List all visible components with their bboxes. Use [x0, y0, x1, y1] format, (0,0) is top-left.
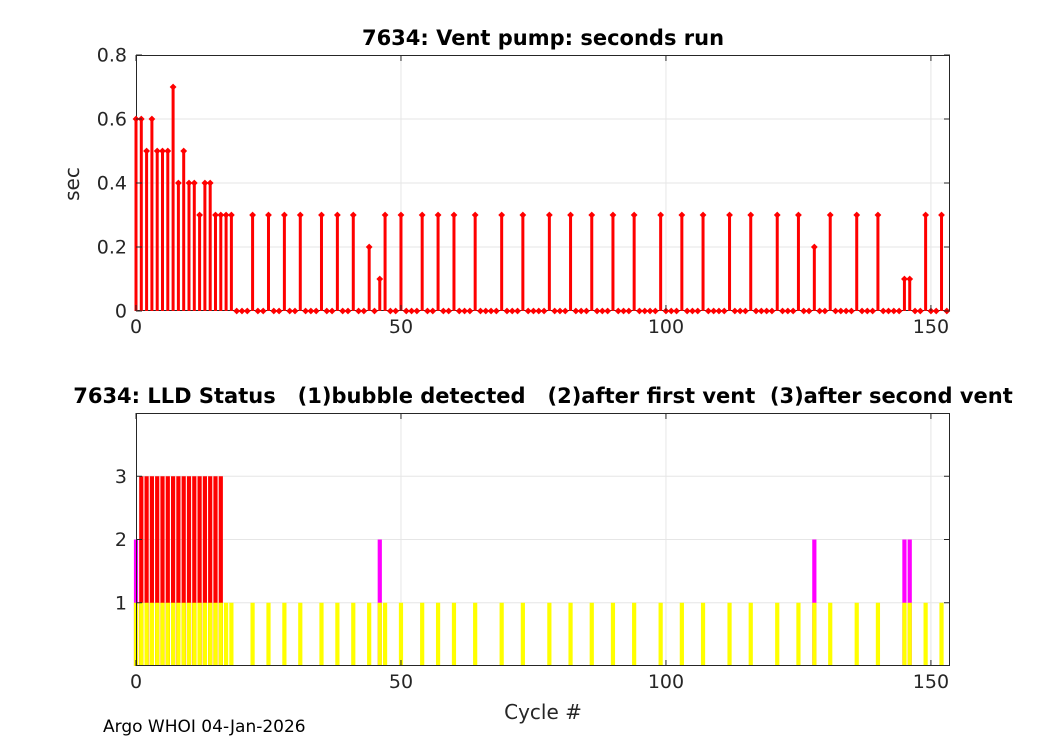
x-tick-label: 0	[130, 671, 142, 693]
x-tick-label: 100	[648, 316, 684, 338]
footer-watermark: Argo WHOI 04-Jan-2026	[103, 717, 306, 737]
y-tick-label: 0.2	[97, 237, 127, 259]
x-tick-label: 150	[913, 671, 949, 693]
cycle-axis-label: Cycle #	[504, 700, 582, 724]
bottom-chart-title: 7634: LLD Status (1)bubble detected (2)a…	[73, 384, 1013, 408]
top-chart-title: 7634: Vent pump: seconds run	[361, 26, 725, 50]
y-tick-label: 2	[115, 529, 127, 551]
y-tick-label: 3	[115, 466, 127, 488]
x-tick-label: 50	[389, 316, 413, 338]
grid-lines	[136, 413, 950, 666]
bar-series-status-1	[133, 602, 944, 666]
x-tick-label: 150	[913, 316, 949, 338]
bar-series-status-3	[139, 476, 223, 666]
y-tick-label: 1	[115, 592, 127, 614]
tick-marks: 0 50 100 150 0 0.2 0.4 0.6 0.8	[97, 45, 950, 338]
y-tick-label: 0.8	[97, 45, 127, 67]
sec-axis-label: sec	[60, 167, 84, 201]
y-tick-label: 0.6	[97, 109, 127, 131]
x-tick-label: 0	[130, 316, 142, 338]
lld-status-chart: 0 50 100 150 1 2 3	[115, 413, 950, 693]
stem-series	[132, 83, 951, 315]
y-tick-label: 0	[115, 301, 127, 323]
x-tick-label: 50	[389, 671, 413, 693]
vent-pump-chart: 0 50 100 150 0 0.2 0.4 0.6 0.8	[97, 45, 951, 338]
tick-marks: 0 50 100 150 1 2 3	[115, 413, 950, 693]
y-tick-label: 0.4	[97, 173, 127, 195]
grid-lines	[136, 55, 950, 311]
x-tick-label: 100	[648, 671, 684, 693]
